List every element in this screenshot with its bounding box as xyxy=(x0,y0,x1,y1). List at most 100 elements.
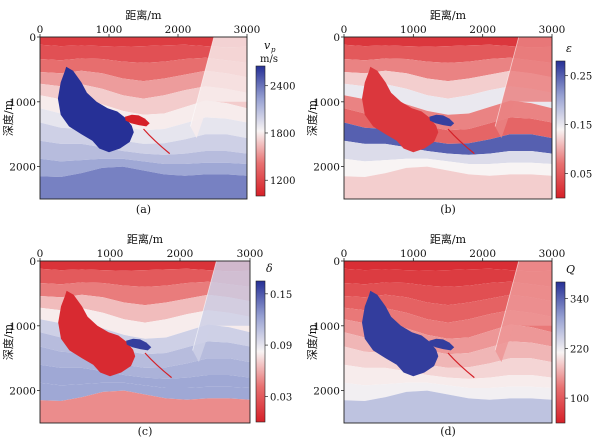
thin-layer xyxy=(447,352,475,379)
colorbar-tick-label: 2400 xyxy=(270,82,295,93)
x-tick-label: 2000 xyxy=(165,24,192,36)
layer-8 xyxy=(344,346,552,379)
layer-9 xyxy=(344,364,552,388)
salt-body xyxy=(362,66,439,153)
layer-2 xyxy=(40,44,247,63)
layer-3 xyxy=(40,281,250,306)
layer-10 xyxy=(344,382,552,401)
layer-11 xyxy=(344,390,552,423)
x-axis-label: 距离/m xyxy=(127,232,164,246)
panel-caption: (b) xyxy=(440,203,456,216)
fault-line xyxy=(192,261,217,351)
x-tick-label: 2000 xyxy=(469,248,496,260)
colorbar-tick-label: 220 xyxy=(570,344,589,355)
layer-4 xyxy=(344,294,552,323)
x-axis-label: 距离/m xyxy=(430,232,467,246)
x-tick-label: 0 xyxy=(37,248,44,260)
panel-body xyxy=(344,261,552,423)
layer-1 xyxy=(344,261,552,272)
y-tick-label: 2000 xyxy=(9,162,36,174)
y-tick-label: 1000 xyxy=(313,321,340,333)
layer-11 xyxy=(40,166,247,199)
fault-line xyxy=(494,261,520,351)
x-tick-label: 1000 xyxy=(96,24,123,36)
colorbar-tick-label: 100 xyxy=(570,394,589,405)
layer-8 xyxy=(40,122,247,155)
layer-8 xyxy=(40,346,250,379)
panel-d: 0 1000 2000 3000 距离/m 0 1000 2000 深度/m 340 220 100 Q… xyxy=(305,232,589,438)
thin-layer xyxy=(143,128,171,155)
layer-11 xyxy=(344,166,552,199)
layer-10 xyxy=(344,158,552,177)
lens-body xyxy=(126,338,152,351)
salt-body xyxy=(57,66,134,153)
panel-body xyxy=(40,261,250,423)
thin-layer xyxy=(447,128,475,155)
x-tick-label: 0 xyxy=(341,24,348,36)
colorbar-symbol: Q xyxy=(566,263,575,276)
panel-frame xyxy=(343,36,553,200)
x-tick-label: 2000 xyxy=(469,24,496,36)
y-tick-label: 2000 xyxy=(313,386,340,398)
fault-line xyxy=(494,37,520,127)
layer-4 xyxy=(344,70,552,99)
x-axis-label: 距离/m xyxy=(430,8,467,22)
fault-line xyxy=(190,37,215,127)
colorbar-tick-label: 0.05 xyxy=(570,170,592,181)
y-tick-label: 0 xyxy=(333,32,340,44)
colorbar-tick-label: 0.15 xyxy=(270,290,292,301)
layer-3 xyxy=(344,57,552,82)
thin-layer xyxy=(144,352,172,379)
fault-wedge xyxy=(495,37,552,139)
x-tick-label: 1000 xyxy=(97,248,124,260)
y-axis-label: 深度/m xyxy=(1,323,15,360)
x-tick-label: 3000 xyxy=(539,248,566,260)
layer-5 xyxy=(344,83,552,115)
colorbar xyxy=(555,60,566,199)
layer-2 xyxy=(344,44,552,63)
panel-a: 0 1000 2000 3000 距离/m 0 1000 2000 深度/m 2400 1800 12… xyxy=(1,8,295,216)
colorbar-symbol: δ xyxy=(266,262,273,275)
x-tick-label: 1000 xyxy=(400,24,427,36)
y-tick-label: 2000 xyxy=(9,386,36,398)
x-tick-label: 0 xyxy=(341,248,348,260)
layer-2 xyxy=(344,268,552,287)
colorbar-tick-label: 0.03 xyxy=(270,392,292,403)
y-tick-label: 1000 xyxy=(9,97,36,109)
layer-10 xyxy=(40,158,247,177)
colorbar-tick-label: 1200 xyxy=(270,176,295,187)
salt-body xyxy=(58,290,136,377)
x-tick-label: 2000 xyxy=(167,248,194,260)
colorbar xyxy=(255,280,266,423)
layer-9 xyxy=(40,140,247,164)
x-axis-label: 距离/m xyxy=(125,8,162,22)
layer-2 xyxy=(40,268,250,287)
panel-body xyxy=(40,37,247,199)
fault-wedge xyxy=(495,261,552,363)
layer-11 xyxy=(40,390,250,423)
colorbar-tick-label: 0.09 xyxy=(270,341,292,352)
x-tick-label: 3000 xyxy=(234,24,261,36)
layer-4 xyxy=(40,70,247,99)
y-axis-label: 深度/m xyxy=(305,99,319,136)
colorbar xyxy=(255,65,266,197)
layer-1 xyxy=(40,37,247,48)
panel-frame xyxy=(343,260,553,424)
lens-body xyxy=(429,338,455,351)
x-tick-label: 3000 xyxy=(539,24,566,36)
layer-3 xyxy=(40,57,247,82)
salt-body xyxy=(362,290,439,377)
fault-wedge xyxy=(192,261,250,363)
colorbar-unit: m/s xyxy=(260,54,278,65)
y-tick-label: 0 xyxy=(29,256,36,268)
panel-body xyxy=(344,37,552,199)
layer-5 xyxy=(40,83,247,115)
y-tick-label: 1000 xyxy=(313,97,340,109)
colorbar-tick-label: 0.15 xyxy=(570,121,592,132)
panel-frame xyxy=(39,36,248,200)
layer-5 xyxy=(344,307,552,339)
panel-c: 0 1000 2000 3000 距离/m 0 1000 2000 深度/m 0.15 0.09 0.… xyxy=(1,232,292,438)
y-tick-label: 0 xyxy=(29,32,36,44)
y-axis-label: 深度/m xyxy=(305,323,319,360)
